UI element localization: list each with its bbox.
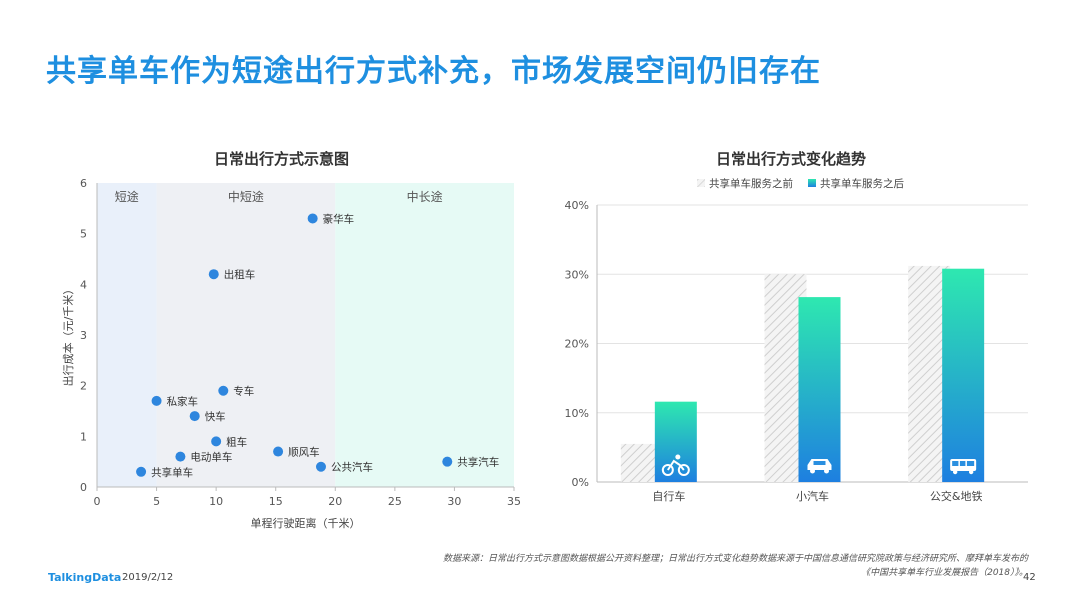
y-tick-label: 30% <box>565 268 589 281</box>
y-tick-label: 2 <box>80 380 87 393</box>
x-tick-label: 5 <box>153 495 160 508</box>
point-label: 共享单车 <box>151 466 193 479</box>
source-line-1: 数据来源：日常出行方式示意图数据根据公开资料整理；日常出行方式变化趋势数据来源于… <box>442 554 1028 564</box>
scatter-chart-title: 日常出行方式示意图 <box>214 150 350 168</box>
point-label: 豪华车 <box>323 212 355 225</box>
category-label: 公交&地铁 <box>930 489 983 503</box>
x-tick-label: 15 <box>269 495 283 508</box>
y-tick-label: 40% <box>565 199 589 212</box>
y-tick-label: 1 <box>80 430 87 443</box>
y-tick-label: 4 <box>80 278 87 291</box>
legend-label-before: 共享单车服务之前 <box>709 177 793 190</box>
region-band <box>97 183 157 487</box>
legend-swatch-before <box>697 179 705 187</box>
region-band <box>156 183 336 487</box>
footer-date: 2019/2/12 <box>122 572 174 583</box>
x-tick-label: 35 <box>507 495 521 508</box>
point-label: 公共汽车 <box>331 461 373 474</box>
point-label: 共享汽车 <box>457 456 499 469</box>
x-tick-label: 10 <box>209 495 223 508</box>
y-tick-label: 0% <box>572 476 589 489</box>
x-tick-label: 30 <box>447 495 461 508</box>
y-tick-label: 3 <box>80 329 87 342</box>
scatter-point <box>211 436 222 447</box>
page-number: 42 <box>1023 572 1036 583</box>
bar-after <box>798 297 841 482</box>
region-label: 中长途 <box>407 189 443 204</box>
y-tick-label: 10% <box>565 407 589 420</box>
point-label: 私家车 <box>167 395 199 408</box>
point-label: 顺风车 <box>288 446 320 459</box>
region-label: 中短途 <box>228 189 264 204</box>
y-tick-label: 20% <box>565 338 589 351</box>
legend-swatch-after <box>808 179 816 187</box>
point-label: 专车 <box>233 385 254 398</box>
x-tick-label: 0 <box>94 495 101 508</box>
y-tick-label: 6 <box>80 177 87 190</box>
data-source-note: 数据来源：日常出行方式示意图数据根据公开资料整理；日常出行方式变化趋势数据来源于… <box>328 552 1028 580</box>
y-tick-label: 0 <box>80 481 87 494</box>
x-tick-label: 25 <box>388 495 402 508</box>
scatter-point <box>218 385 229 396</box>
point-label: 粗车 <box>226 435 247 448</box>
brand-logo: TalkingData <box>48 571 122 584</box>
scatter-point <box>273 446 284 457</box>
legend-label-after: 共享单车服务之后 <box>820 177 904 190</box>
source-line-2: 《中国共享单车行业发展报告（2018）》。 <box>861 568 1028 578</box>
x-axis-label: 单程行驶距离（千米） <box>251 516 361 530</box>
scatter-point <box>136 466 147 477</box>
scatter-point <box>315 461 326 472</box>
category-label: 自行车 <box>652 489 685 503</box>
bar-after <box>654 401 697 482</box>
scatter-point <box>208 269 219 280</box>
car-icon <box>807 459 832 474</box>
bar-chart-title: 日常出行方式变化趋势 <box>716 150 867 168</box>
bicycle-icon <box>661 454 690 476</box>
scatter-point <box>151 395 162 406</box>
scatter-point <box>175 451 186 462</box>
point-label: 快车 <box>205 410 226 423</box>
category-label: 小汽车 <box>796 489 829 503</box>
x-tick-label: 20 <box>328 495 342 508</box>
region-band <box>335 183 514 487</box>
y-tick-label: 5 <box>80 228 87 241</box>
scatter-point <box>442 456 453 467</box>
bar-after <box>942 268 985 482</box>
page-title: 共享单车作为短途出行方式补充，市场发展空间仍旧存在 <box>46 54 821 89</box>
region-label: 短途 <box>115 189 139 204</box>
point-label: 出租车 <box>224 268 256 281</box>
bus-icon <box>950 459 977 475</box>
y-axis-label: 出行成本（元/千米） <box>61 284 75 387</box>
point-label: 电动单车 <box>190 451 232 464</box>
scatter-point <box>189 411 200 422</box>
scatter-point <box>307 213 318 224</box>
